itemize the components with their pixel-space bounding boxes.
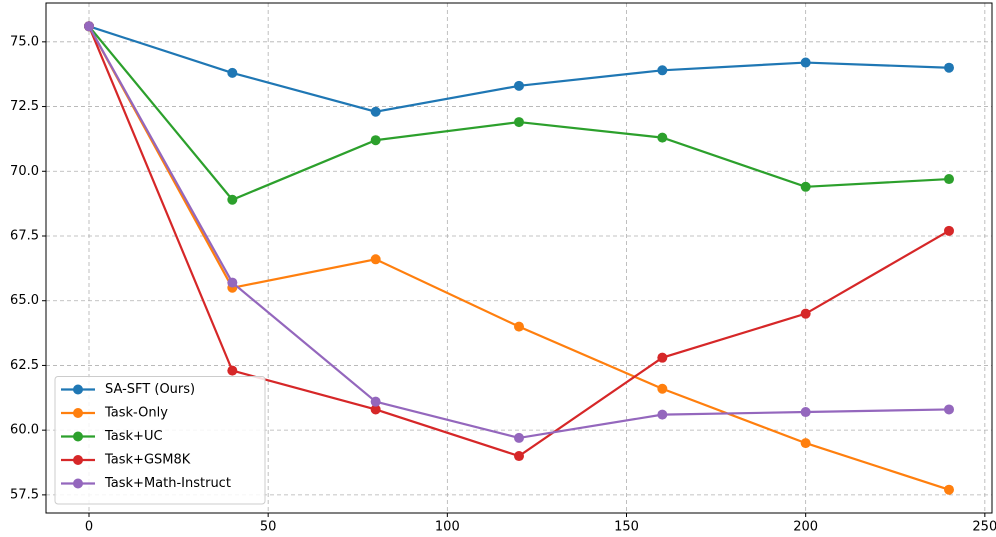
legend-label: Task-Only <box>104 406 168 421</box>
point <box>657 65 668 76</box>
legend: SA-SFT (Ours) Task-Only Task+UC Task+GSM8K T… <box>54 376 266 505</box>
point <box>370 254 381 265</box>
point <box>227 277 238 288</box>
point <box>657 383 668 394</box>
y-tick-label: 72.5 <box>10 99 39 114</box>
point <box>800 438 811 449</box>
point <box>657 352 668 363</box>
point <box>657 409 668 420</box>
point <box>227 365 238 376</box>
point <box>944 174 954 185</box>
point <box>944 404 954 415</box>
legend-marker <box>73 384 83 395</box>
legend-label: Task+Math-Instruct <box>104 476 231 491</box>
legend-label: SA-SFT (Ours) <box>105 382 195 397</box>
x-tick-label: 250 <box>972 520 996 535</box>
point <box>944 225 954 236</box>
plot-frame <box>45 2 993 514</box>
legend-label: Task+GSM8K <box>104 453 191 468</box>
legend-marker <box>73 455 83 465</box>
x-tick-label: 0 <box>85 520 93 535</box>
x-tick-label: 50 <box>260 520 277 535</box>
point <box>370 135 381 146</box>
x-tick-label: 200 <box>793 520 818 535</box>
point <box>514 451 524 462</box>
point <box>227 67 238 78</box>
point <box>514 432 524 443</box>
legend-marker <box>73 431 83 442</box>
point <box>800 407 811 418</box>
point <box>514 117 524 128</box>
series-line <box>88 25 950 113</box>
point <box>370 404 381 415</box>
point <box>800 181 811 192</box>
legend-box <box>54 376 266 505</box>
point <box>227 194 238 205</box>
legend-label: Task+UC <box>104 429 163 444</box>
y-tick-label: 67.5 <box>10 228 39 243</box>
legend-marker <box>73 408 83 418</box>
legend-marker <box>73 478 83 489</box>
y-tick-label: 62.5 <box>10 358 39 373</box>
y-tick-label: 70.0 <box>10 164 39 179</box>
point <box>84 21 94 32</box>
point <box>370 396 381 407</box>
y-tick-label: 75.0 <box>10 34 39 49</box>
point <box>944 484 954 495</box>
series-line <box>88 25 950 202</box>
point <box>800 57 811 68</box>
y-tick-label: 57.5 <box>10 487 39 502</box>
point <box>657 132 668 143</box>
point <box>800 308 811 319</box>
point <box>370 106 381 117</box>
x-tick-label: 100 <box>435 520 460 535</box>
point <box>944 62 954 73</box>
x-tick-label: 150 <box>614 520 639 535</box>
point <box>514 80 524 91</box>
y-tick-label: 65.0 <box>10 293 39 308</box>
y-tick-label: 60.0 <box>10 423 39 438</box>
point <box>514 321 524 332</box>
